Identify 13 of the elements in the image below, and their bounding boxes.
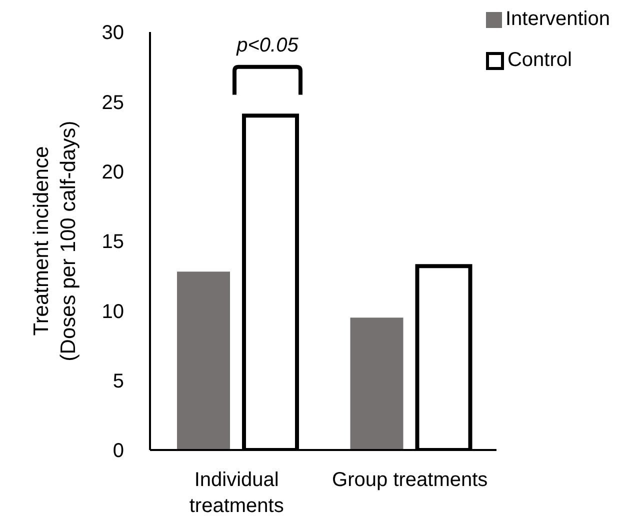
- x-tick-label: Group treatments: [332, 469, 488, 491]
- y-tick-label: 20: [102, 161, 124, 184]
- legend-label: Intervention: [505, 8, 610, 31]
- y-axis-title: Treatment incidence (Doses per 100 calf-days): [30, 120, 80, 362]
- y-tick-label: 30: [102, 22, 124, 44]
- y-tick-label: 0: [112, 440, 124, 462]
- x-tick-label: Individual treatments: [189, 469, 284, 517]
- annotation: p<0.05: [236, 34, 300, 57]
- y-tick-label: 5: [112, 370, 124, 392]
- y-tick-label: 15: [102, 231, 124, 254]
- legend-label: Control: [507, 49, 572, 72]
- y-tick-label: 25: [102, 92, 124, 114]
- y-tick-label: 10: [102, 300, 124, 323]
